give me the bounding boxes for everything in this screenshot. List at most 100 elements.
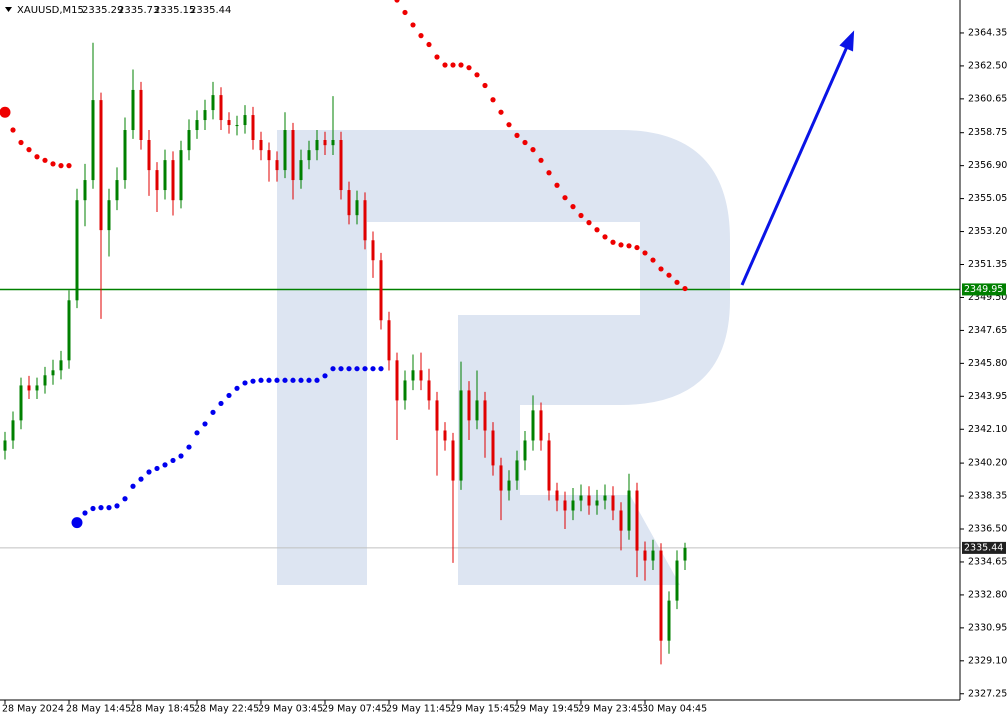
header: XAUUSD,M15 — [17, 5, 84, 16]
indicator-dot — [186, 444, 192, 450]
candle-body — [483, 400, 487, 431]
candle-body — [579, 495, 583, 501]
indicator-dot — [234, 385, 240, 391]
candle-body — [571, 500, 575, 511]
arrow-head — [839, 30, 855, 52]
indicator-dot — [178, 453, 184, 459]
candle-body — [43, 375, 47, 386]
indicator-dot — [154, 465, 160, 472]
indicator-dot — [170, 457, 176, 464]
indicator-dot — [434, 54, 440, 60]
candle-body — [91, 100, 95, 181]
indicator-dot — [354, 366, 360, 372]
candle-body — [371, 240, 375, 261]
header-value: 2335.29 — [82, 5, 123, 16]
y-tick-label: 2336.50 — [968, 524, 1007, 535]
indicator-dot — [402, 9, 408, 16]
indicator-dot — [482, 82, 488, 89]
indicator-dot — [98, 505, 104, 511]
candle-body — [587, 495, 591, 506]
indicator-dot — [666, 272, 672, 278]
candle-body — [675, 560, 679, 601]
y-tick-label: 2340.20 — [968, 458, 1007, 469]
candle-body — [291, 130, 295, 181]
candle-body — [179, 150, 183, 201]
candle-body — [531, 410, 535, 441]
x-tick-label: 29 May 11:45 — [386, 704, 451, 715]
candle-body — [115, 180, 119, 201]
indicator-dot — [458, 62, 464, 68]
indicator-dot — [474, 72, 480, 78]
candle-body — [411, 370, 415, 381]
candle-body — [315, 140, 319, 151]
indicator-dot — [426, 41, 432, 48]
x-tick-label: 30 May 04:45 — [642, 704, 707, 715]
indicator-dot — [658, 266, 664, 272]
candle-body — [163, 160, 167, 191]
candle-body — [267, 150, 271, 161]
candle-body — [427, 380, 431, 401]
indicator-dot — [42, 157, 48, 163]
indicator-dot — [146, 469, 152, 475]
indicator-dot — [242, 380, 248, 386]
candle-body — [651, 550, 655, 561]
candle-body — [643, 550, 647, 561]
indicator-dot — [338, 366, 344, 372]
candle-body — [523, 440, 527, 461]
indicator-dot — [26, 147, 32, 153]
indicator-dot — [66, 163, 72, 169]
indicator-dot — [442, 62, 448, 68]
indicator-dot — [618, 242, 624, 248]
candle-body — [355, 200, 359, 216]
indicator-dot — [530, 147, 536, 153]
indicator-dot — [298, 377, 304, 383]
indicator-dot — [266, 377, 272, 383]
x-tick-label: 29 May 07:45 — [322, 704, 387, 715]
indicator-dot — [282, 377, 288, 383]
level-label-box — [962, 283, 1006, 296]
candle-body — [131, 89, 135, 131]
candle-body — [547, 440, 551, 491]
candle-body — [443, 430, 447, 441]
candle-body — [395, 360, 399, 401]
x-tick-label: 28 May 18:45 — [130, 704, 195, 715]
indicator-dot — [258, 377, 264, 383]
header-value: 2335.44 — [190, 5, 231, 16]
header-value: 2335.15 — [154, 5, 195, 16]
indicator-dot — [218, 400, 224, 407]
candle-body — [11, 420, 15, 441]
candle-body — [499, 465, 503, 491]
candle-body — [171, 160, 175, 201]
y-tick-label: 2343.95 — [968, 391, 1007, 402]
candle-body — [155, 170, 159, 191]
candle-body — [67, 300, 71, 361]
indicator-dot — [378, 366, 384, 372]
y-tick-label: 2349.50 — [968, 292, 1007, 303]
indicator-dot — [106, 505, 112, 511]
indicator-dot — [226, 392, 232, 399]
y-tick-label: 2358.75 — [968, 127, 1007, 138]
x-tick-label: 28 May 2024 — [2, 704, 64, 715]
candle-body — [219, 95, 223, 121]
indicator-dot — [450, 62, 456, 68]
candle-body — [259, 140, 263, 151]
candle-body — [403, 380, 407, 401]
candle-body — [379, 260, 383, 321]
y-tick-label: 2355.05 — [968, 193, 1007, 204]
indicator-dot — [586, 220, 592, 226]
x-tick-label: 29 May 15:45 — [450, 704, 515, 715]
y-tick-label: 2356.90 — [968, 160, 1007, 171]
indicator-dot — [34, 154, 40, 160]
candle-body — [99, 100, 103, 231]
indicator-dot — [202, 421, 208, 427]
level-label: 2335.44 — [964, 542, 1003, 553]
indicator-dot — [18, 139, 24, 146]
y-tick-label: 2334.65 — [968, 556, 1007, 567]
candle-body — [627, 490, 631, 531]
x-tick-label: 29 May 19:45 — [514, 704, 579, 715]
candle-body — [75, 200, 79, 301]
indicator-dot — [634, 244, 640, 251]
candle-body — [195, 120, 199, 131]
candle-body — [555, 490, 559, 501]
